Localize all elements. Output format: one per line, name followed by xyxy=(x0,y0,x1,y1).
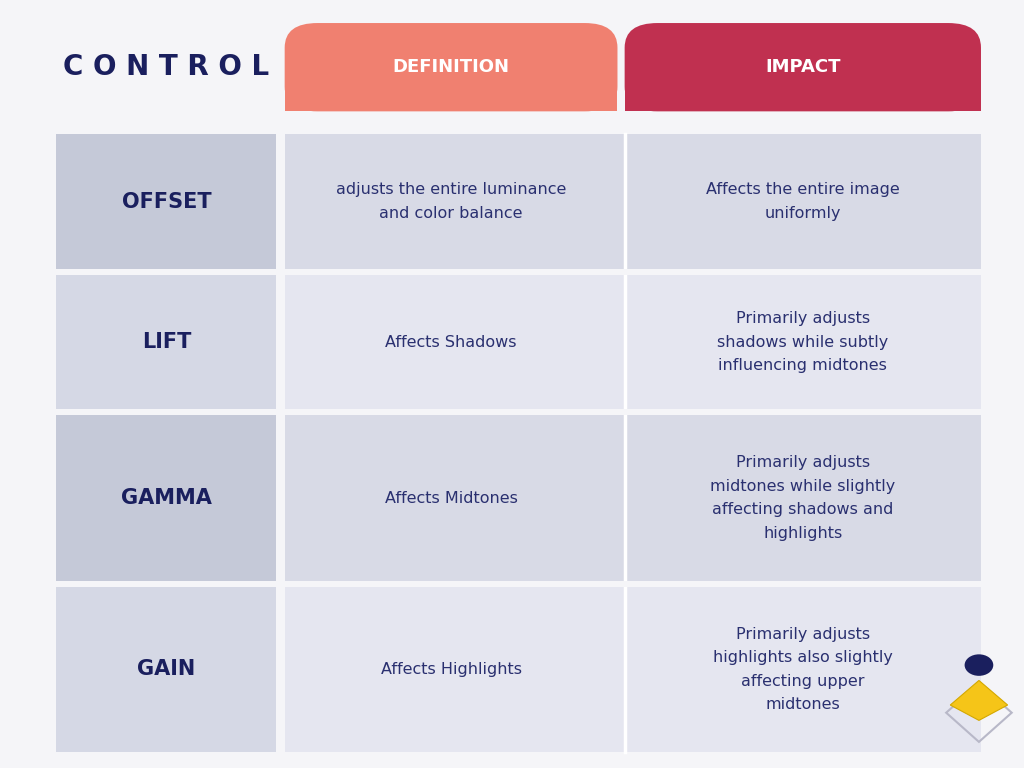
Text: LIFT: LIFT xyxy=(141,332,191,353)
Text: DEFINITION: DEFINITION xyxy=(392,58,510,76)
Polygon shape xyxy=(950,680,1008,720)
Bar xyxy=(285,587,981,752)
Text: Primarily adjusts
midtones while slightly
affecting shadows and
highlights: Primarily adjusts midtones while slightl… xyxy=(711,455,895,541)
FancyBboxPatch shape xyxy=(285,23,617,111)
Bar xyxy=(56,275,276,409)
Bar xyxy=(285,415,981,581)
Bar xyxy=(285,275,981,409)
Text: adjusts the entire luminance
and color balance: adjusts the entire luminance and color b… xyxy=(336,183,566,221)
Bar xyxy=(56,587,276,752)
Bar xyxy=(285,134,981,269)
Text: C O N T R O L: C O N T R O L xyxy=(63,53,269,81)
Text: Primarily adjusts
highlights also slightly
affecting upper
midtones: Primarily adjusts highlights also slight… xyxy=(713,627,893,712)
Text: Primarily adjusts
shadows while subtly
influencing midtones: Primarily adjusts shadows while subtly i… xyxy=(717,311,889,373)
Bar xyxy=(56,581,981,587)
Bar xyxy=(56,415,276,581)
FancyBboxPatch shape xyxy=(625,23,981,111)
Text: Affects Midtones: Affects Midtones xyxy=(385,491,517,505)
Bar xyxy=(56,409,981,415)
Text: Affects Highlights: Affects Highlights xyxy=(381,662,521,677)
Bar xyxy=(56,269,981,275)
Circle shape xyxy=(965,654,993,676)
Text: Affects the entire image
uniformly: Affects the entire image uniformly xyxy=(706,183,900,221)
Text: IMPACT: IMPACT xyxy=(765,58,841,76)
Bar xyxy=(285,74,617,111)
Bar xyxy=(56,134,276,269)
Text: Affects Shadows: Affects Shadows xyxy=(385,335,517,349)
Bar xyxy=(625,74,981,111)
Text: GAMMA: GAMMA xyxy=(121,488,212,508)
Text: GAIN: GAIN xyxy=(137,659,196,680)
Text: OFFSET: OFFSET xyxy=(122,191,211,212)
